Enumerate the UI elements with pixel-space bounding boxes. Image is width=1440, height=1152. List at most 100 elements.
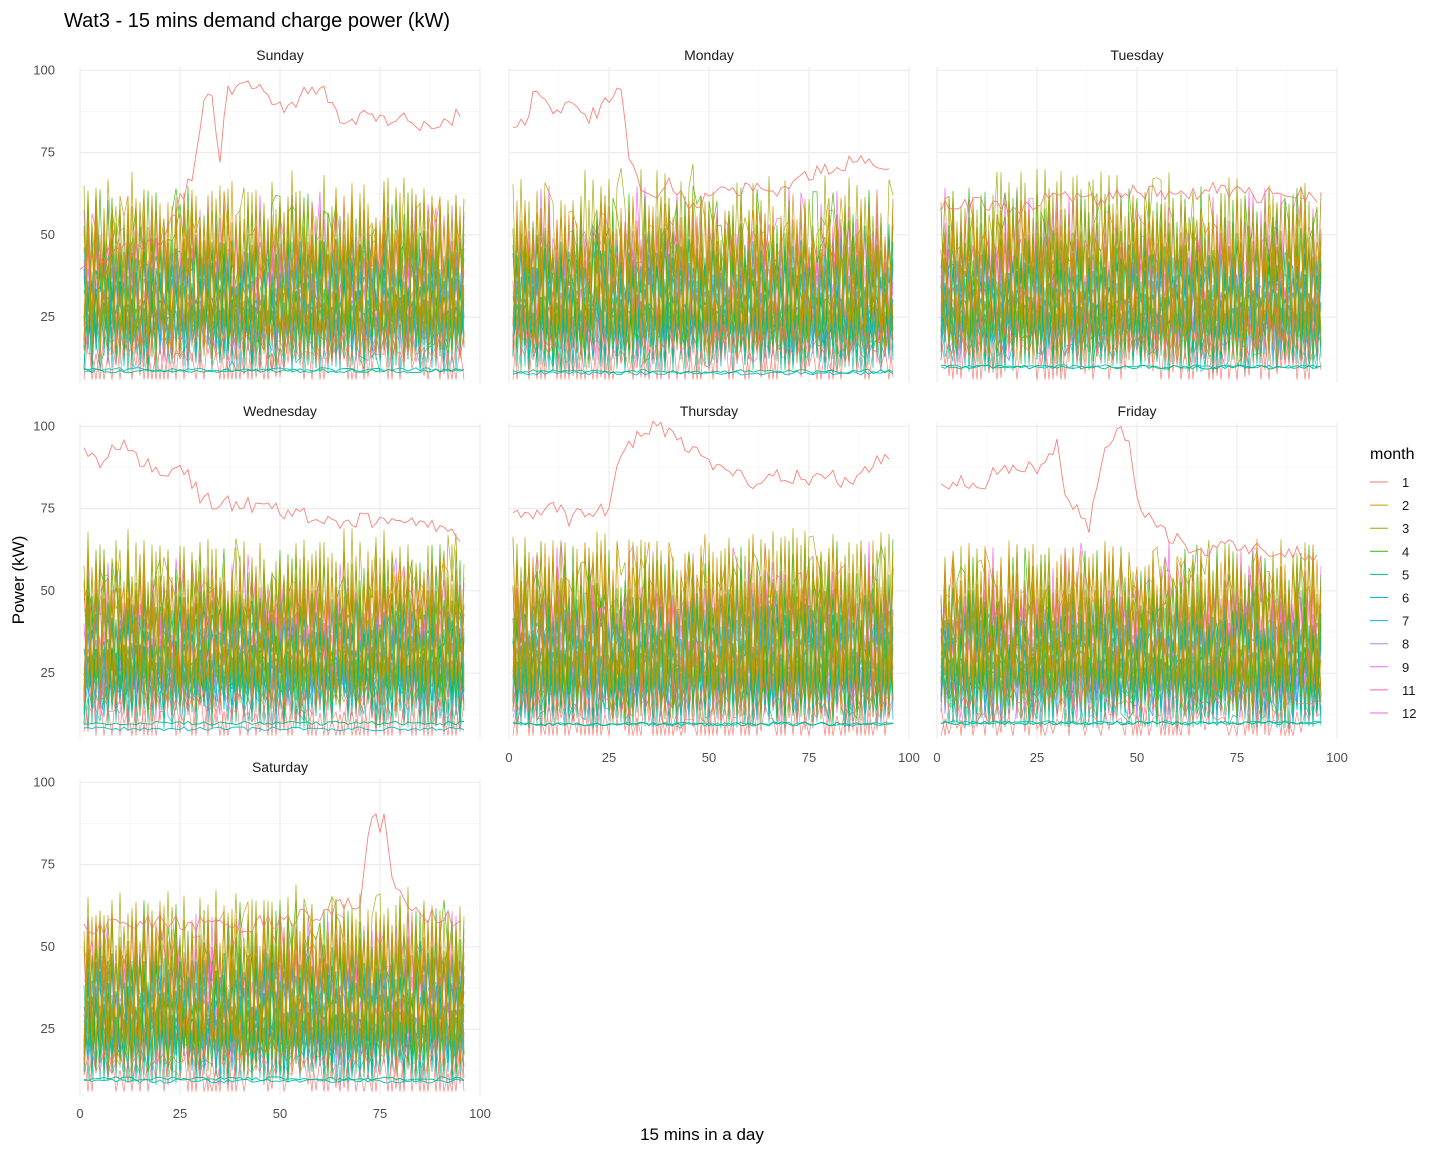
x-tick-label: 75 — [1230, 750, 1244, 765]
y-tick-label: 25 — [41, 665, 55, 680]
series-line-month-1 — [940, 425, 1318, 563]
panel-series — [83, 438, 465, 736]
series-line-month-2 — [512, 533, 894, 719]
series-line-month-2 — [940, 194, 1322, 345]
series-line-month-6 — [83, 367, 465, 373]
series-line-month-5 — [512, 721, 894, 727]
series-line-month-1 — [940, 308, 1322, 380]
legend-label-month-1: 1 — [1402, 475, 1409, 490]
panel-monday: Monday — [508, 47, 910, 383]
series-line-month-1 — [79, 80, 461, 270]
series-line-month-6 — [83, 726, 465, 732]
panel-title: Friday — [1118, 403, 1157, 419]
x-tick-label: 25 — [173, 1106, 187, 1121]
series-line-month-5 — [512, 583, 894, 729]
x-tick-label: 0 — [933, 750, 940, 765]
y-tick-label: 50 — [41, 939, 55, 954]
panel-saturday: Saturday — [79, 759, 481, 1095]
legend-label-month-12: 12 — [1402, 706, 1416, 721]
series-line-month-1 — [512, 664, 894, 736]
series-line-month-2 — [512, 194, 894, 351]
legend-label-month-6: 6 — [1402, 591, 1409, 606]
panel-title: Saturday — [252, 759, 308, 775]
series-line-month-1 — [83, 320, 465, 380]
legend-label-month-2: 2 — [1402, 498, 1409, 513]
panel-thursday: Thursday — [508, 403, 910, 739]
series-line-month-2 — [83, 190, 465, 354]
series-line-month-1 — [83, 1036, 465, 1092]
legend-label-month-7: 7 — [1402, 614, 1409, 629]
panel-series — [940, 425, 1322, 738]
panel-title: Thursday — [680, 403, 738, 419]
x-tick-label: 100 — [1326, 750, 1348, 765]
panel-sunday: Sunday — [79, 47, 481, 383]
series-line-month-1 — [83, 813, 461, 938]
panel-series — [940, 168, 1322, 380]
series-line-month-4 — [83, 185, 465, 344]
series-line-month-2 — [83, 550, 465, 697]
series-line-month-5 — [512, 369, 894, 375]
series-line-month-2 — [512, 564, 894, 718]
panel-series — [512, 87, 894, 380]
legend-label-month-5: 5 — [1402, 567, 1409, 582]
y-tick-label: 75 — [41, 501, 55, 516]
legend-title: month — [1370, 446, 1414, 463]
series-line-month-5 — [83, 1076, 465, 1082]
panel-title: Wednesday — [243, 403, 317, 419]
y-tick-label: 100 — [33, 418, 55, 433]
series-line-month-2 — [83, 900, 465, 1068]
legend-label-month-4: 4 — [1402, 544, 1409, 559]
series-line-month-1 — [940, 181, 1318, 216]
series-line-month-6 — [83, 241, 465, 373]
x-tick-label: 100 — [469, 1106, 491, 1121]
panel-title: Monday — [684, 47, 734, 63]
facet-panels: Sunday Monday Tuesday Wednesday Thursday Frid… — [79, 47, 1338, 1095]
series-line-month-5 — [940, 364, 1322, 370]
series-line-month-6 — [512, 721, 894, 727]
series-line-month-2 — [83, 180, 465, 365]
panel-series — [83, 813, 465, 1092]
series-line-month-5 — [83, 952, 465, 1084]
series-line-month-2 — [940, 538, 1322, 699]
panel-friday: Friday — [936, 403, 1338, 739]
x-tick-label: 100 — [898, 750, 920, 765]
x-tick-label: 25 — [1030, 750, 1044, 765]
panel-series — [79, 80, 465, 380]
series-line-month-5 — [940, 720, 1322, 726]
series-line-month-1 — [512, 314, 894, 380]
y-tick-label: 75 — [41, 857, 55, 872]
legend-label-month-3: 3 — [1402, 521, 1409, 536]
x-axis-title: 15 mins in a day — [640, 1125, 764, 1144]
panel-tuesday: Tuesday — [936, 47, 1338, 383]
x-tick-label: 0 — [76, 1106, 83, 1121]
series-line-month-2 — [512, 539, 894, 715]
series-line-month-1 — [940, 314, 1322, 380]
series-line-month-6 — [83, 1078, 465, 1084]
legend-label-month-8: 8 — [1402, 637, 1409, 652]
x-tick-label: 75 — [373, 1106, 387, 1121]
series-line-month-1 — [512, 420, 890, 528]
series-line-month-2 — [940, 205, 1322, 353]
y-tick-label: 75 — [41, 145, 55, 160]
x-tick-label: 75 — [802, 750, 816, 765]
series-line-month-1 — [940, 673, 1322, 736]
panel-series — [512, 420, 894, 736]
series-line-month-1 — [83, 438, 461, 542]
x-tick-label: 25 — [602, 750, 616, 765]
y-tick-label: 100 — [33, 774, 55, 789]
chart-title: Wat3 - 15 mins demand charge power (kW) — [64, 10, 450, 32]
panel-title: Sunday — [256, 47, 303, 63]
y-tick-label: 25 — [41, 309, 55, 324]
panel-title: Tuesday — [1110, 47, 1163, 63]
series-line-month-1 — [512, 315, 894, 380]
legend-label-month-9: 9 — [1402, 660, 1409, 675]
y-tick-label: 50 — [41, 583, 55, 598]
x-axis-ticks: 0 25 50 75 100 0 25 50 75 100 0 25 50 75 100 — [76, 750, 1347, 1121]
x-tick-label: 50 — [702, 750, 716, 765]
y-axis-ticks: 25 50 75 100 25 50 75 100 25 50 75 100 — [33, 62, 55, 1036]
series-line-month-1 — [512, 684, 894, 736]
y-tick-label: 25 — [41, 1021, 55, 1036]
